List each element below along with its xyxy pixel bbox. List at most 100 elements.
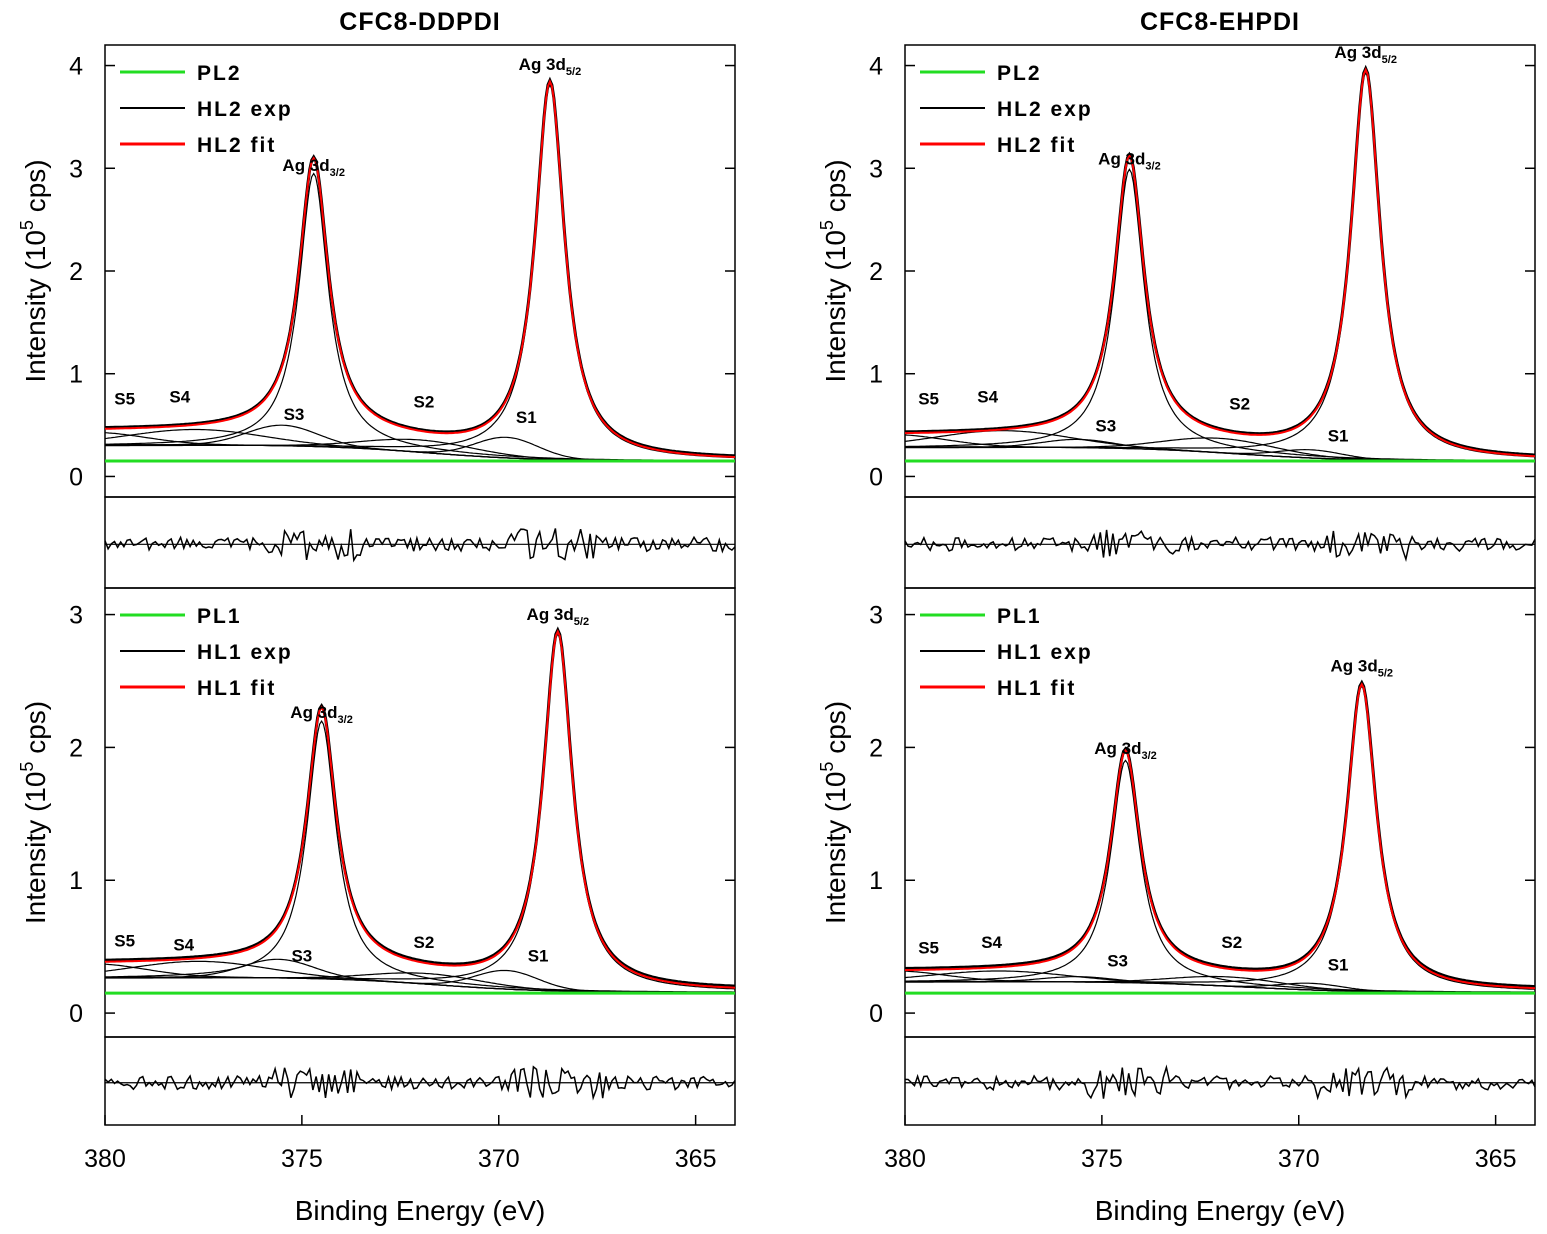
y-tick-label: 2 — [69, 258, 83, 286]
y-tick-label: 2 — [869, 258, 883, 286]
component-label-s5: S5 — [114, 932, 135, 951]
x-tick-label: 370 — [1278, 1145, 1320, 1173]
fit-component-s2 — [905, 437, 1535, 462]
component-label-s5: S5 — [918, 390, 939, 409]
component-label-s1: S1 — [516, 408, 537, 427]
peak-component — [105, 83, 735, 459]
y-tick-label: 4 — [69, 53, 83, 81]
peak-label: Ag 3d3/2 — [1098, 150, 1161, 173]
fit-component-s2 — [105, 438, 735, 462]
component-label-s1: S1 — [1328, 427, 1349, 446]
legend-label: HL1 fit — [197, 677, 276, 700]
peak-component — [905, 759, 1535, 993]
hl-fit-series — [105, 629, 735, 989]
hl-fit-series — [905, 682, 1535, 990]
x-axis-label: Binding Energy (eV) — [295, 1195, 546, 1226]
hl-exp-series — [905, 679, 1535, 989]
y-tick-label: 3 — [69, 155, 83, 183]
y-tick-label: 2 — [869, 734, 883, 762]
legend-label: HL2 fit — [997, 134, 1076, 157]
component-label-s1: S1 — [1328, 956, 1349, 975]
peak-label: Ag 3d5/2 — [527, 605, 590, 628]
hl-fit-series — [905, 67, 1535, 458]
y-tick-label: 0 — [869, 463, 883, 491]
peak-label: Ag 3d3/2 — [282, 156, 345, 179]
y-axis-label: Intensity (105 cps) — [17, 159, 51, 382]
component-label-s2: S2 — [1229, 395, 1250, 414]
y-tick-label: 0 — [69, 463, 83, 491]
component-label-s3: S3 — [284, 405, 305, 424]
fit-component-s1 — [905, 446, 1535, 462]
x-tick-label: 365 — [675, 1145, 717, 1173]
panel-title: CFC8-EHPDI — [1140, 8, 1300, 36]
y-axis-label: Intensity (105 cps) — [817, 701, 851, 924]
hl-fit-series — [105, 79, 735, 458]
x-tick-label: 375 — [281, 1145, 323, 1173]
component-label-s5: S5 — [114, 390, 135, 409]
legend-label: PL2 — [997, 62, 1042, 85]
component-label-s2: S2 — [414, 933, 435, 952]
peak-label: Ag 3d3/2 — [1094, 739, 1157, 762]
peak-label: Ag 3d5/2 — [519, 55, 582, 78]
legend-label: HL2 exp — [197, 98, 293, 121]
component-label-s3: S3 — [1095, 416, 1116, 435]
y-tick-label: 3 — [869, 155, 883, 183]
peak-component — [905, 71, 1535, 458]
legend-label: HL2 exp — [997, 98, 1093, 121]
peak-label: Ag 3d3/2 — [290, 703, 353, 726]
peak-component — [105, 719, 735, 993]
y-tick-label: 3 — [69, 602, 83, 630]
residual-frame — [904, 1036, 1536, 1126]
y-tick-label: 4 — [869, 53, 883, 81]
peak-component — [905, 168, 1535, 462]
spectrum-panel: 0 1 2 3 4 Intensity (105 cps) PL2 HL2 exp HL2 fi… — [817, 43, 1536, 589]
y-tick-label: 0 — [869, 1000, 883, 1028]
hl-exp-series — [105, 626, 735, 988]
x-tick-label: 370 — [478, 1145, 520, 1173]
component-label-s5: S5 — [918, 938, 939, 957]
component-label-s4: S4 — [169, 387, 190, 406]
spectrum-panel: 0 1 2 3 Intensity (105 cps) PL1 HL1 exp HL1 fit… — [17, 587, 736, 1126]
y-tick-label: 3 — [869, 602, 883, 630]
y-tick-label: 1 — [869, 867, 883, 895]
y-axis-label: Intensity (105 cps) — [817, 159, 851, 382]
component-label-s4: S4 — [977, 387, 998, 406]
component-label-s3: S3 — [291, 946, 312, 965]
component-label-s3: S3 — [1107, 952, 1128, 971]
residual-series — [904, 1064, 1536, 1101]
legend-label: HL1 exp — [197, 641, 293, 664]
peak-label: Ag 3d5/2 — [1330, 657, 1393, 680]
residual-series — [104, 528, 736, 563]
spectrum-panel: 0 1 2 3 Intensity (105 cps) PL1 HL1 exp HL1 fit… — [817, 587, 1536, 1126]
x-tick-label: 380 — [84, 1145, 126, 1173]
hl-exp-series — [105, 76, 735, 458]
y-tick-label: 1 — [869, 361, 883, 389]
peak-component — [905, 684, 1535, 990]
legend-label: PL2 — [197, 62, 242, 85]
peak-component — [105, 632, 735, 990]
x-axis-label: Binding Energy (eV) — [1095, 1195, 1346, 1226]
spectrum-panel: 0 1 2 3 4 Intensity (105 cps) PL2 HL2 exp HL2 fi… — [17, 44, 736, 589]
y-axis-label: Intensity (105 cps) — [17, 701, 51, 924]
component-label-s2: S2 — [414, 393, 435, 412]
component-label-s1: S1 — [528, 946, 549, 965]
legend-label: HL1 fit — [997, 677, 1076, 700]
y-tick-label: 1 — [69, 361, 83, 389]
fit-component-s1 — [105, 436, 735, 462]
y-tick-label: 1 — [69, 867, 83, 895]
panel-title: CFC8-DDPDI — [339, 8, 500, 36]
y-tick-label: 2 — [69, 734, 83, 762]
x-tick-label: 365 — [1475, 1145, 1517, 1173]
residual-frame — [904, 496, 1536, 589]
component-label-s4: S4 — [981, 933, 1002, 952]
fit-component-s1 — [905, 980, 1535, 993]
residual-series — [904, 529, 1536, 563]
legend-label: PL1 — [197, 605, 242, 628]
peak-label: Ag 3d5/2 — [1334, 43, 1397, 66]
x-tick-label: 375 — [1081, 1145, 1123, 1173]
peak-component — [105, 172, 735, 462]
residual-series — [104, 1065, 736, 1101]
y-tick-label: 0 — [69, 1000, 83, 1028]
component-label-s2: S2 — [1221, 933, 1242, 952]
